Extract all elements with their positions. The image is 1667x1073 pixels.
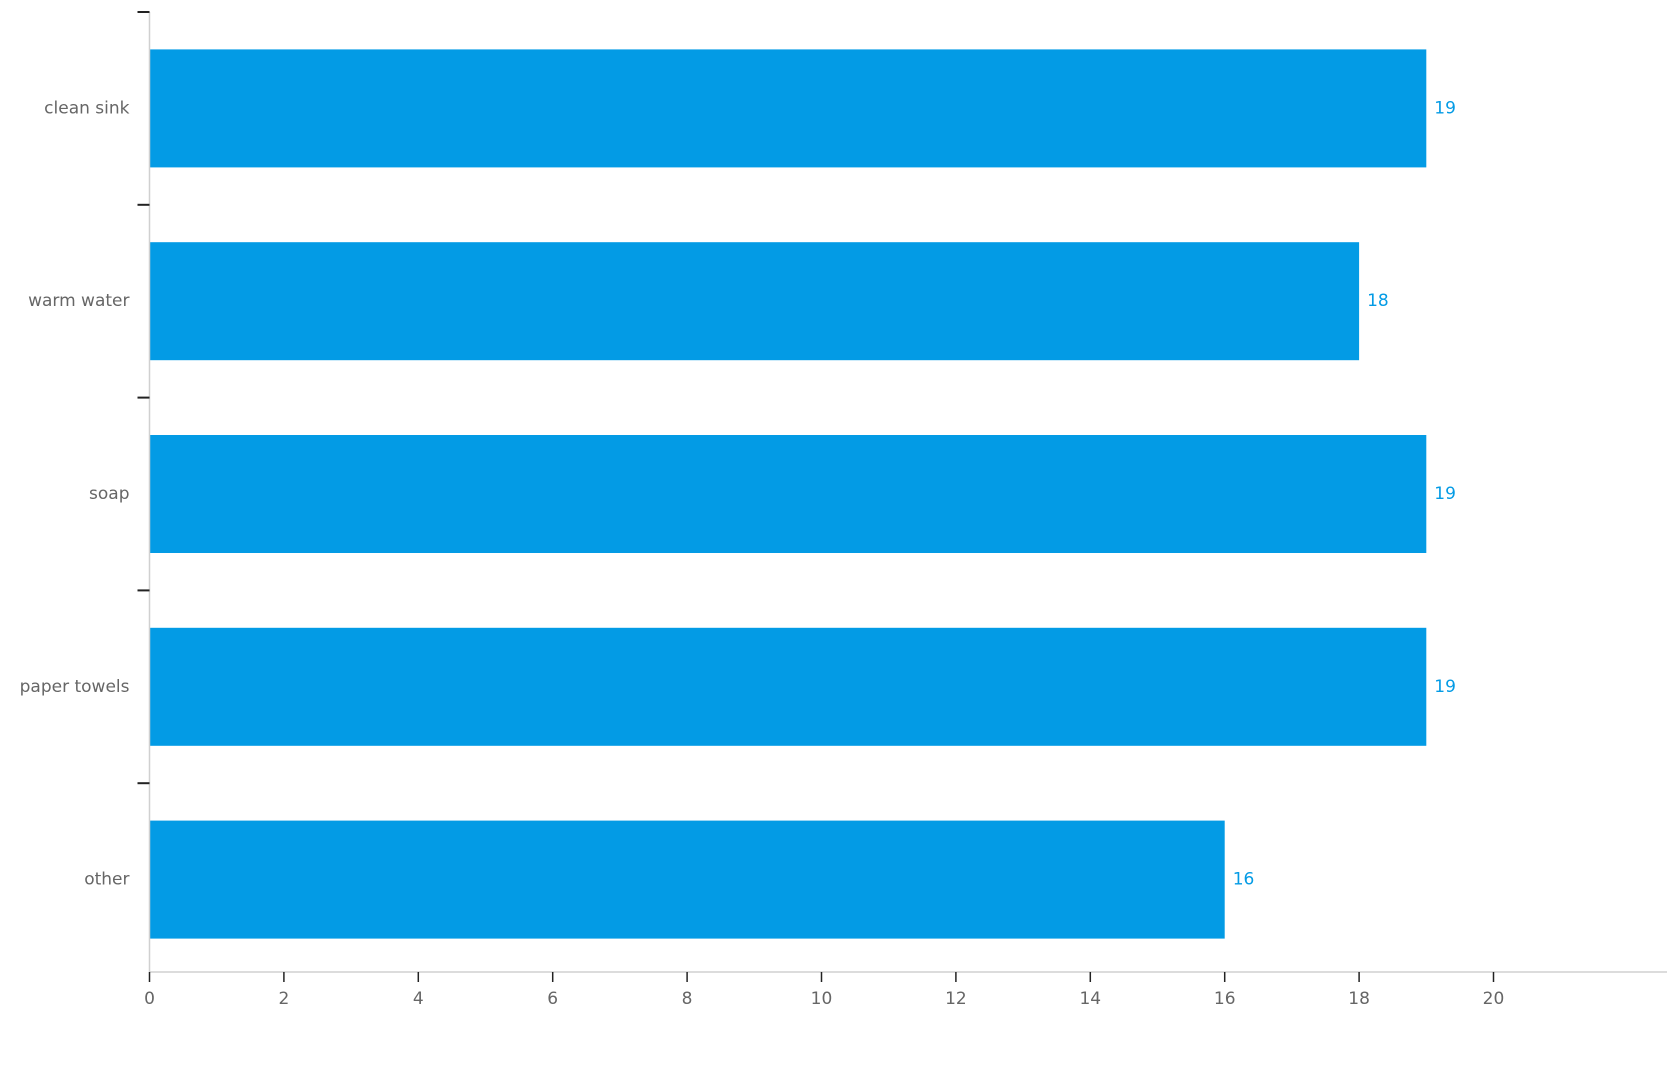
category-label: warm water bbox=[28, 291, 129, 311]
data-label: 18 bbox=[1367, 291, 1389, 311]
bar bbox=[149, 435, 1427, 553]
x-tick-label: 0 bbox=[144, 989, 155, 1009]
x-tick-label: 6 bbox=[547, 989, 558, 1009]
bar bbox=[149, 242, 1360, 361]
data-label: 19 bbox=[1434, 484, 1456, 504]
x-tick-label: 16 bbox=[1214, 989, 1236, 1009]
x-tick-label: 14 bbox=[1079, 989, 1101, 1009]
bar bbox=[149, 627, 1427, 746]
x-tick-label: 8 bbox=[682, 989, 693, 1009]
x-tick-label: 20 bbox=[1483, 989, 1505, 1009]
category-label: soap bbox=[89, 484, 129, 504]
data-label: 16 bbox=[1233, 870, 1255, 890]
value-labels-layer: 19 18 19 19 16 bbox=[1233, 98, 1456, 889]
data-label: 19 bbox=[1434, 98, 1456, 118]
category-label: paper towels bbox=[20, 677, 130, 697]
x-axis: 0 2 4 6 8 10 12 14 16 18 20 bbox=[144, 971, 1667, 1009]
category-label: clean sink bbox=[44, 98, 129, 118]
x-tick-label: 2 bbox=[278, 989, 289, 1009]
x-tick-label: 4 bbox=[413, 989, 424, 1009]
x-tick-label: 10 bbox=[811, 989, 833, 1009]
bars-layer bbox=[149, 49, 1427, 939]
category-label: other bbox=[84, 870, 129, 890]
x-tick-label: 12 bbox=[945, 989, 967, 1009]
bar bbox=[149, 820, 1225, 939]
y-axis: clean sink warm water soap paper towels othe… bbox=[20, 11, 151, 972]
bar bbox=[149, 49, 1427, 168]
x-tick-label: 18 bbox=[1348, 989, 1370, 1009]
data-label: 19 bbox=[1434, 677, 1456, 697]
